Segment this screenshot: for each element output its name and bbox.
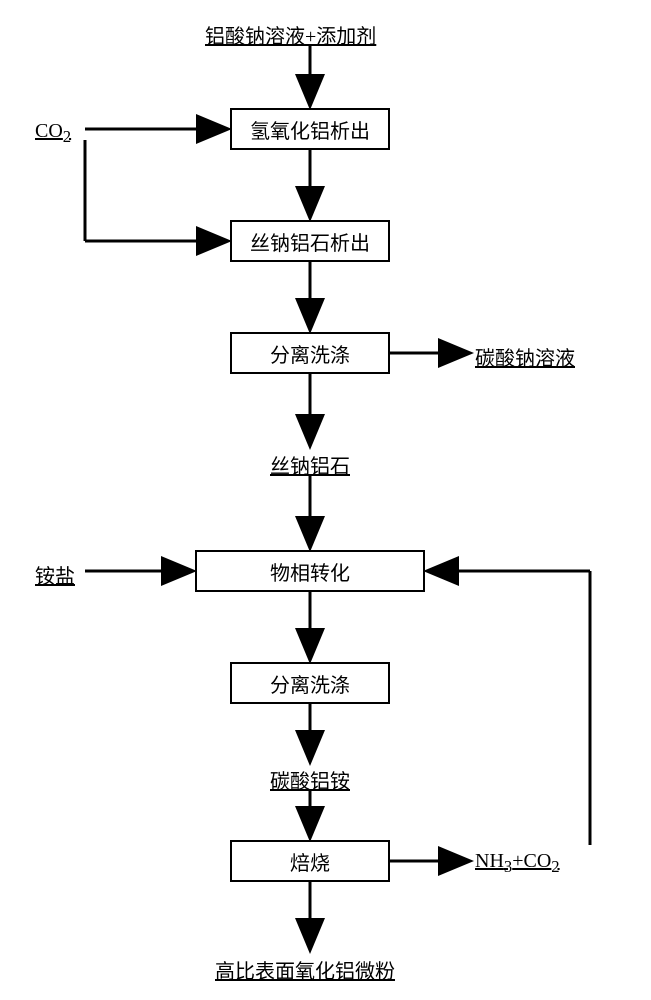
top-input-label: 铝酸钠溶液+添加剂 bbox=[205, 20, 376, 49]
dawsonite-label: 丝钠铝石 bbox=[270, 450, 350, 479]
box-separation-washing-2: 分离洗涤 bbox=[230, 662, 390, 704]
na2co3-output-label: 碳酸钠溶液 bbox=[475, 342, 575, 371]
box-calcination: 焙烧 bbox=[230, 840, 390, 882]
nh3-co2-output-label: NH3+CO2 bbox=[475, 850, 560, 877]
ammonium-input-label: 铵盐 bbox=[35, 560, 75, 589]
box-aloh3-precipitation: 氢氧化铝析出 bbox=[230, 108, 390, 150]
box-dawsonite-precipitation: 丝钠铝石析出 bbox=[230, 220, 390, 262]
aach-label: 碳酸铝铵 bbox=[270, 765, 350, 794]
box-phase-transformation: 物相转化 bbox=[195, 550, 425, 592]
bottom-output-label: 高比表面氧化铝微粉 bbox=[215, 955, 395, 984]
box-separation-washing-1: 分离洗涤 bbox=[230, 332, 390, 374]
co2-input-label: CO2 bbox=[35, 120, 71, 147]
